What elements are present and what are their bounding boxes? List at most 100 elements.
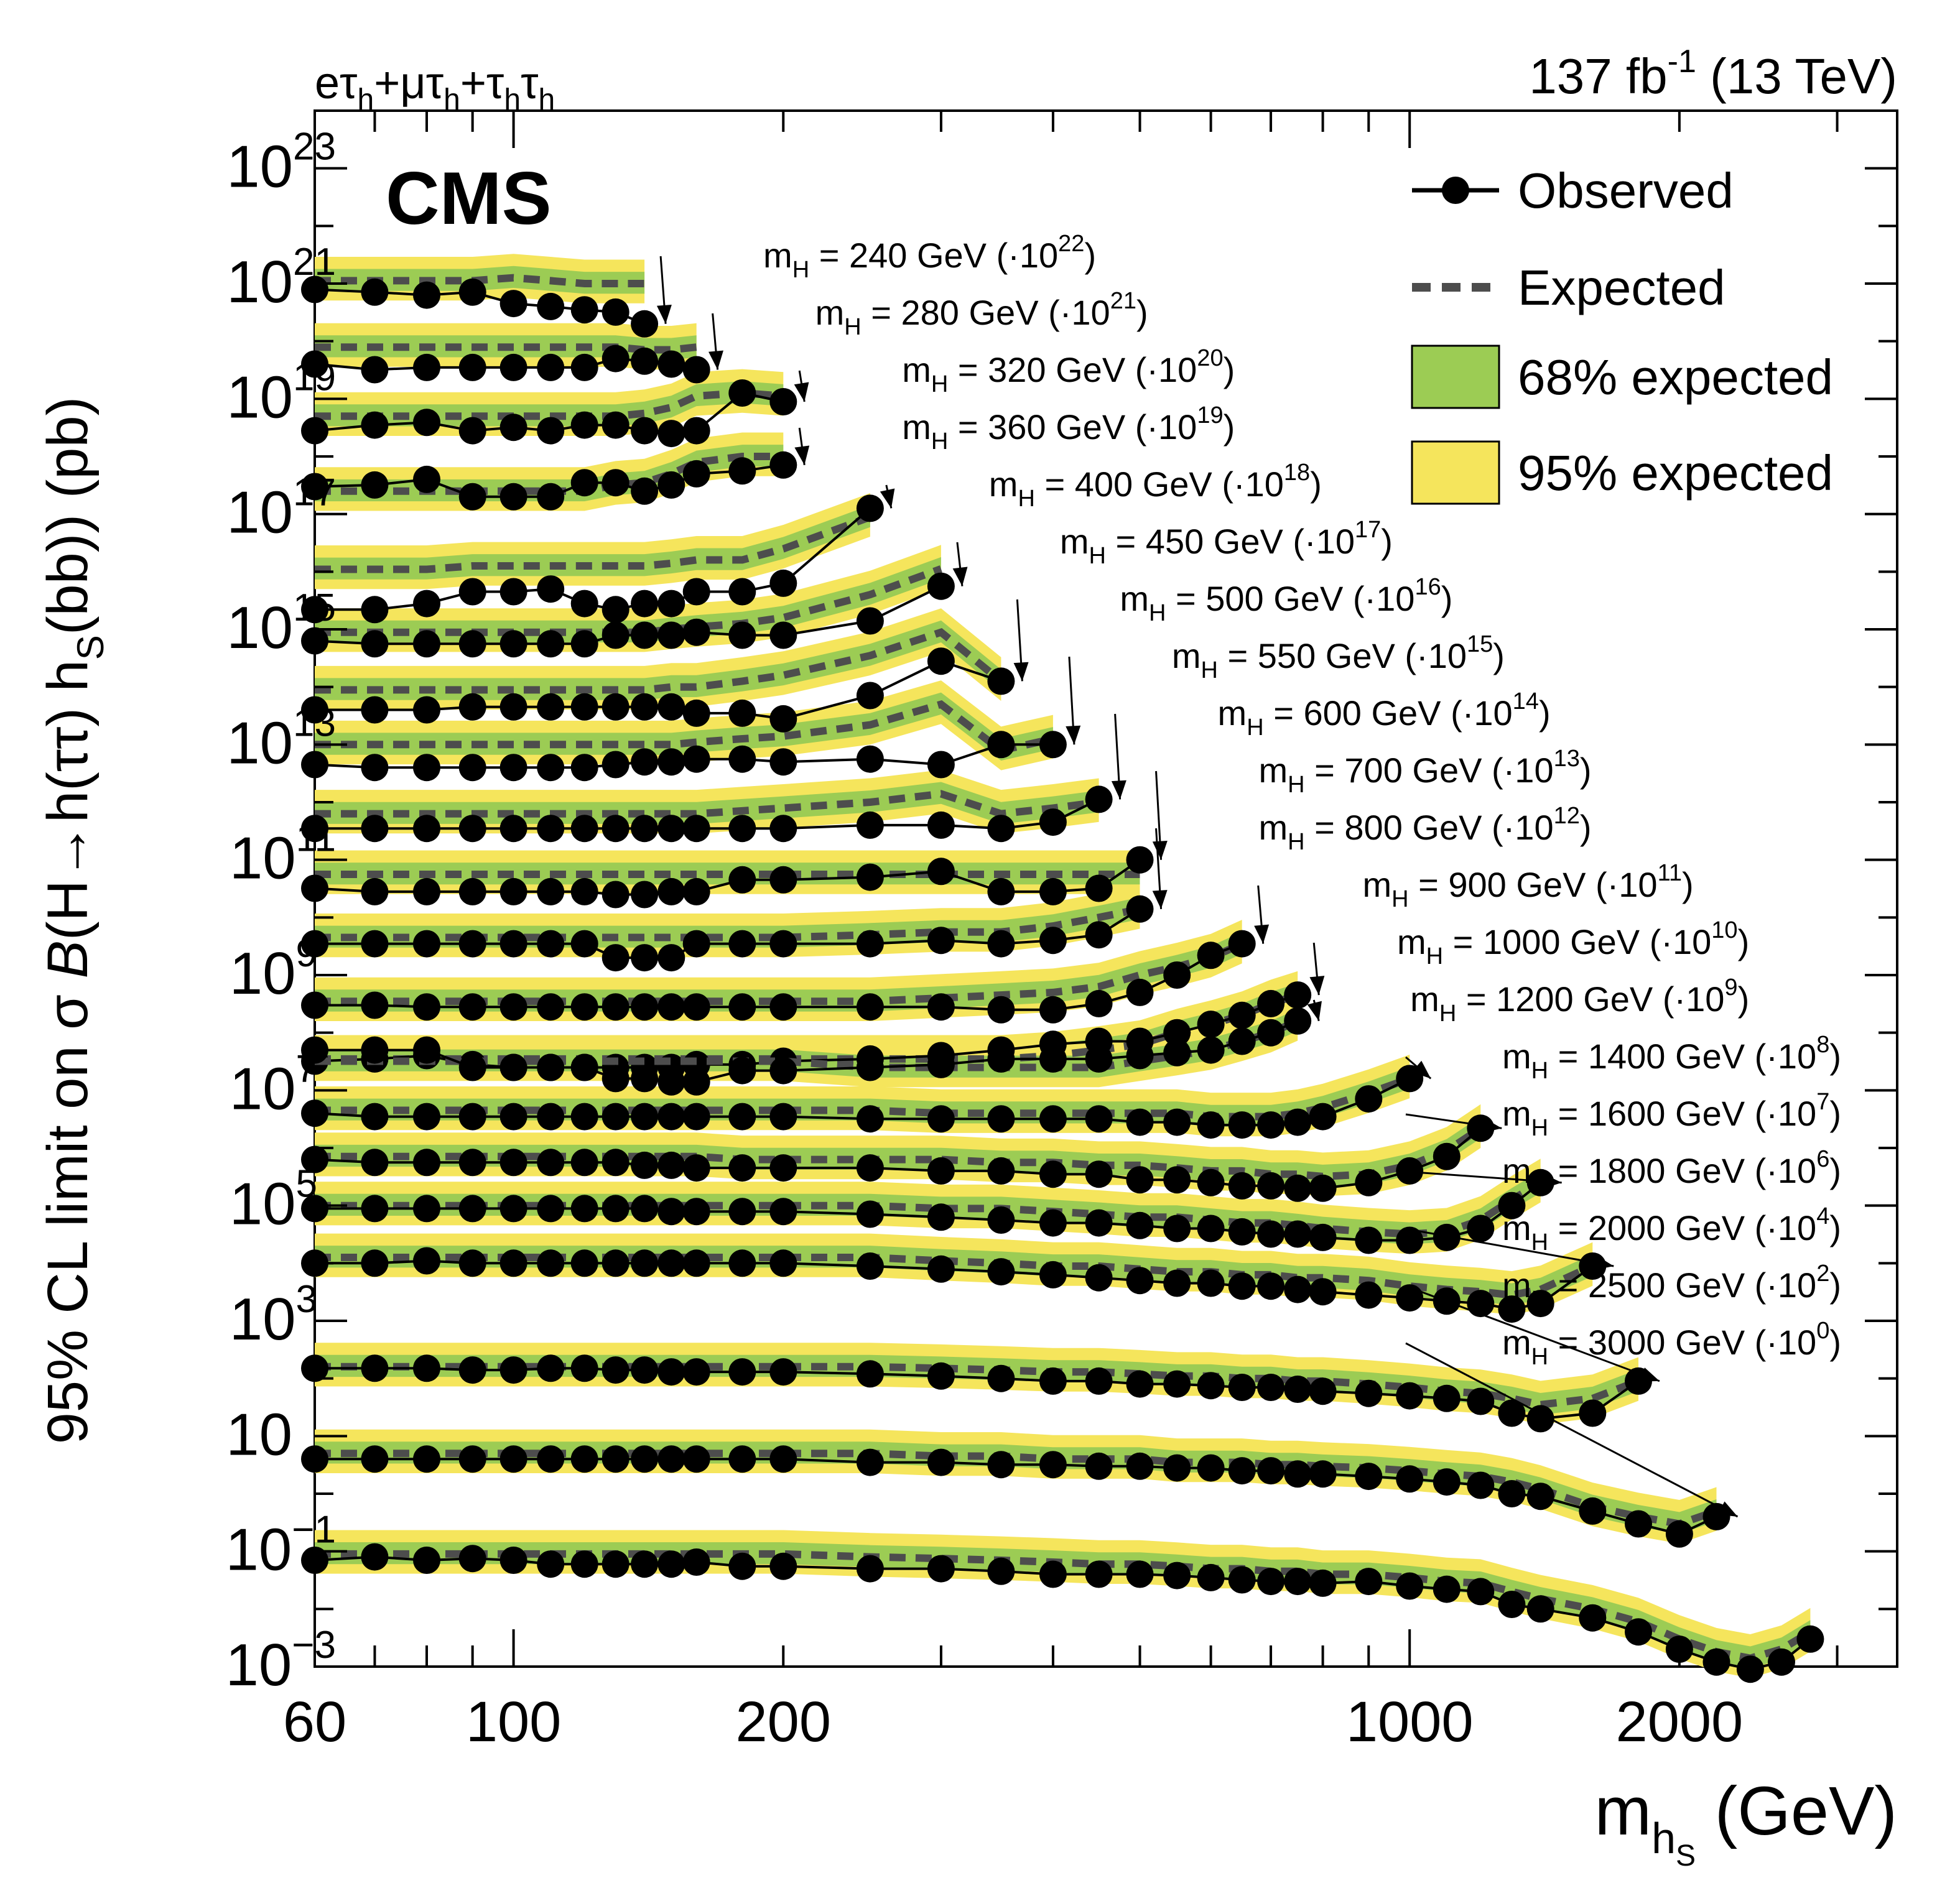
observed-point-20-26 xyxy=(1396,1572,1424,1600)
observed-point-0-3 xyxy=(458,278,486,306)
tick-layer: 1023 1021 1019 1017 1015 1013 1011 109 107 105 103… xyxy=(226,111,1897,1754)
band68-6 xyxy=(315,620,1001,700)
observed-point-20-11 xyxy=(728,1552,756,1580)
observed-point-18-25 xyxy=(1355,1379,1383,1407)
observed-point-19-7 xyxy=(601,1445,629,1473)
observed-point-11-20 xyxy=(1197,941,1225,969)
observed-point-7-7 xyxy=(601,751,629,779)
x-tick-label-1: 100 xyxy=(466,1690,562,1754)
observed-point-7-11 xyxy=(728,745,756,773)
x-tick-label-3: 1000 xyxy=(1346,1690,1474,1754)
observed-point-19-28 xyxy=(1467,1471,1495,1499)
observed-point-19-14 xyxy=(927,1448,955,1476)
observed-point-17-14 xyxy=(927,1255,955,1283)
observed-point-8-2 xyxy=(413,815,440,843)
observed-point-16-7 xyxy=(601,1195,629,1223)
observed-point-18-2 xyxy=(413,1354,440,1382)
series-label-5: mH = 450 GeV (·1017) xyxy=(1060,517,1393,569)
series-label-15: mH = 1600 GeV (·107) xyxy=(1502,1089,1841,1141)
y-tick-label-11: 10 xyxy=(226,1401,292,1468)
observed-point-19-22 xyxy=(1257,1457,1285,1485)
observed-point-18-30 xyxy=(1526,1405,1554,1433)
observed-point-9-18 xyxy=(1126,846,1154,874)
observed-point-13-4 xyxy=(499,1053,527,1081)
observed-point-15-7 xyxy=(601,1149,629,1177)
observed-point-19-1 xyxy=(361,1445,389,1473)
observed-point-4-12 xyxy=(769,569,797,597)
observed-point-9-13 xyxy=(856,863,884,891)
observed-point-13-12 xyxy=(769,1057,797,1085)
observed-point-15-3 xyxy=(458,1149,486,1177)
expected-line-11 xyxy=(315,940,1244,1006)
observed-point-18-21 xyxy=(1228,1374,1256,1401)
observed-point-19-20 xyxy=(1197,1454,1225,1482)
observed-point-19-26 xyxy=(1396,1465,1424,1493)
observed-point-2-10 xyxy=(682,417,710,445)
observed-point-17-12 xyxy=(769,1249,797,1277)
observed-point-15-18 xyxy=(1126,1166,1154,1194)
series-label-8: mH = 600 GeV (·1014) xyxy=(1218,688,1551,741)
observed-point-14-22 xyxy=(1257,1111,1285,1139)
legend-band95-label: 95% expected xyxy=(1518,445,1833,501)
observed-point-7-14 xyxy=(927,751,955,779)
observed-point-8-17 xyxy=(1085,785,1113,813)
y-tick-label-0: 1023 xyxy=(226,126,336,200)
observed-point-13-3 xyxy=(458,1053,486,1081)
observed-point-13-11 xyxy=(728,1057,756,1085)
observed-point-18-5 xyxy=(537,1354,565,1382)
observed-point-17-19 xyxy=(1163,1269,1191,1297)
series-label-19: mH = 3000 GeV (·100) xyxy=(1502,1318,1841,1370)
series-arrowhead-11 xyxy=(1254,924,1270,944)
observed-point-7-16 xyxy=(1039,731,1067,759)
observed-point-3-11 xyxy=(728,457,756,485)
observed-point-7-8 xyxy=(631,748,659,776)
observed-point-19-16 xyxy=(1039,1451,1067,1479)
observed-point-1-3 xyxy=(458,353,486,381)
observed-point-11-12 xyxy=(769,993,797,1021)
observed-point-7-6 xyxy=(570,754,598,782)
observed-point-4-5 xyxy=(537,575,565,603)
observed-point-2-12 xyxy=(769,388,797,415)
observed-point-19-2 xyxy=(413,1445,440,1473)
observed-point-10-8 xyxy=(631,944,659,972)
observed-point-8-8 xyxy=(631,815,659,843)
observed-point-18-9 xyxy=(657,1358,685,1386)
observed-point-5-6 xyxy=(570,630,598,658)
observed-point-7-4 xyxy=(499,754,527,782)
observed-point-20-36 xyxy=(1768,1648,1795,1676)
observed-point-14-6 xyxy=(570,1103,598,1131)
observed-point-2-9 xyxy=(657,420,685,448)
observed-point-6-10 xyxy=(682,699,710,727)
legend-observed-marker xyxy=(1442,177,1469,204)
observed-point-14-16 xyxy=(1039,1105,1067,1133)
observed-point-12-19 xyxy=(1163,1019,1191,1047)
series-label-1: mH = 280 GeV (·1021) xyxy=(815,288,1148,340)
observed-point-15-21 xyxy=(1228,1172,1256,1200)
observed-point-19-11 xyxy=(728,1445,756,1473)
observed-point-16-3 xyxy=(458,1195,486,1223)
series-arrowhead-12 xyxy=(1309,976,1325,996)
observed-point-9-6 xyxy=(570,877,598,905)
series-arrowhead-3 xyxy=(794,445,810,465)
series-arrowhead-16 xyxy=(1542,1173,1562,1189)
observed-point-5-4 xyxy=(499,630,527,658)
observed-point-14-19 xyxy=(1163,1108,1191,1136)
observed-point-10-2 xyxy=(413,930,440,958)
observed-point-20-1 xyxy=(361,1543,389,1571)
observed-point-15-26 xyxy=(1396,1157,1424,1185)
observed-point-13-1 xyxy=(361,1036,389,1064)
observed-point-13-14 xyxy=(927,1050,955,1078)
observed-point-14-10 xyxy=(682,1103,710,1131)
observed-point-18-14 xyxy=(927,1362,955,1390)
legend-band68-swatch xyxy=(1411,345,1500,409)
observed-point-19-17 xyxy=(1085,1452,1113,1480)
observed-point-9-15 xyxy=(987,877,1015,905)
x-tick-label-4: 2000 xyxy=(1616,1690,1744,1754)
observed-point-3-7 xyxy=(601,469,629,497)
observed-point-12-21 xyxy=(1228,1001,1256,1029)
observed-point-15-20 xyxy=(1197,1168,1225,1196)
observed-point-17-18 xyxy=(1126,1267,1154,1295)
observed-point-18-1 xyxy=(361,1354,389,1382)
observed-point-17-29 xyxy=(1498,1295,1526,1323)
observed-point-8-1 xyxy=(361,815,389,843)
